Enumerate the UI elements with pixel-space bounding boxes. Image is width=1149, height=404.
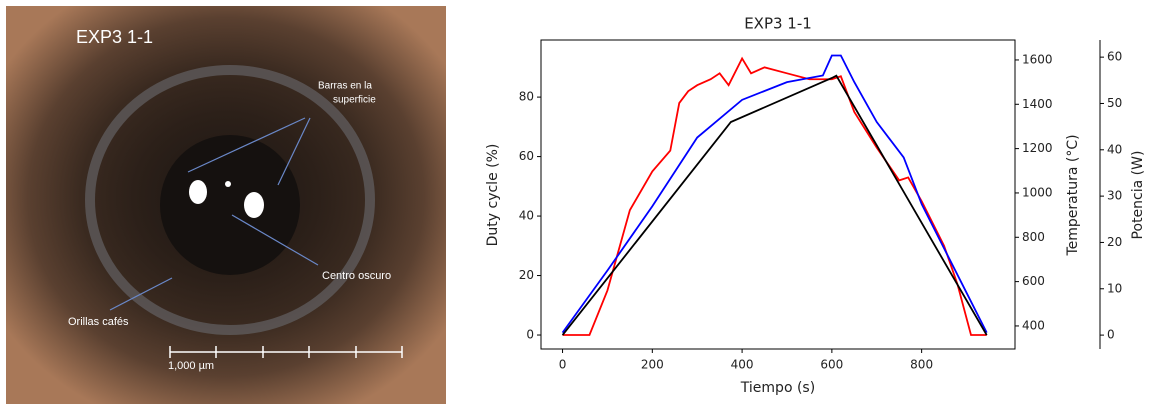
highlight [244, 192, 264, 218]
highlight [189, 180, 207, 204]
y2-tick-label: 1400 [1022, 97, 1053, 111]
y-tick-label: 80 [519, 90, 534, 104]
x-tick-label: 800 [910, 358, 933, 372]
y3-tick-label: 20 [1107, 235, 1122, 249]
ring [85, 65, 375, 335]
photo-title: EXP3 1-1 [76, 27, 153, 47]
y-tick-label: 0 [526, 328, 534, 342]
x-tick-label: 600 [820, 358, 843, 372]
pupil [160, 135, 300, 275]
x-tick-label: 0 [559, 358, 567, 372]
x-tick-label: 200 [641, 358, 664, 372]
series-line [562, 56, 987, 336]
y-axis-label: Duty cycle (%) [485, 144, 501, 247]
series-line [561, 74, 988, 336]
x-axis-label: Tiempo (s) [740, 380, 815, 396]
y3-tick-label: 30 [1107, 189, 1122, 203]
y-tick-label: 60 [519, 149, 534, 163]
y2-tick-label: 800 [1022, 230, 1045, 244]
y3-tick-label: 50 [1107, 96, 1122, 110]
plot-frame [540, 39, 1016, 350]
highlight [225, 181, 231, 187]
photo-label: Barras en la [318, 81, 372, 92]
y2-tick-label: 1600 [1022, 52, 1053, 66]
series-line [561, 54, 988, 334]
y3-tick-label: 0 [1107, 328, 1115, 342]
x-tick-label: 400 [731, 358, 754, 372]
chart-title: EXP3 1-1 [744, 15, 812, 33]
y2-tick-label: 1000 [1022, 185, 1053, 199]
photo-label: Orillas cafés [68, 316, 129, 328]
y-tick-label: 40 [519, 209, 534, 223]
y-tick-label: 20 [519, 268, 534, 282]
y2-tick-label: 1200 [1022, 141, 1053, 155]
y2-axis-label: Temperatura (°C) [1065, 134, 1081, 256]
y2-tick-label: 400 [1022, 318, 1045, 332]
scale-label: 1,000 µm [168, 360, 214, 372]
y3-tick-label: 60 [1107, 50, 1122, 64]
photo-label: superficie [333, 95, 376, 106]
photo-label: Centro oscuro [322, 270, 391, 282]
photo: EXP3 1-1 Barras en la superficie Centro … [6, 6, 446, 404]
y2-tick-label: 600 [1022, 274, 1045, 288]
y3-tick-label: 40 [1107, 142, 1122, 156]
arrows [109, 117, 319, 311]
y3-tick-label: 10 [1107, 281, 1122, 295]
y3-axis-label: Potencia (W) [1130, 151, 1146, 240]
scale-bar [169, 346, 403, 358]
